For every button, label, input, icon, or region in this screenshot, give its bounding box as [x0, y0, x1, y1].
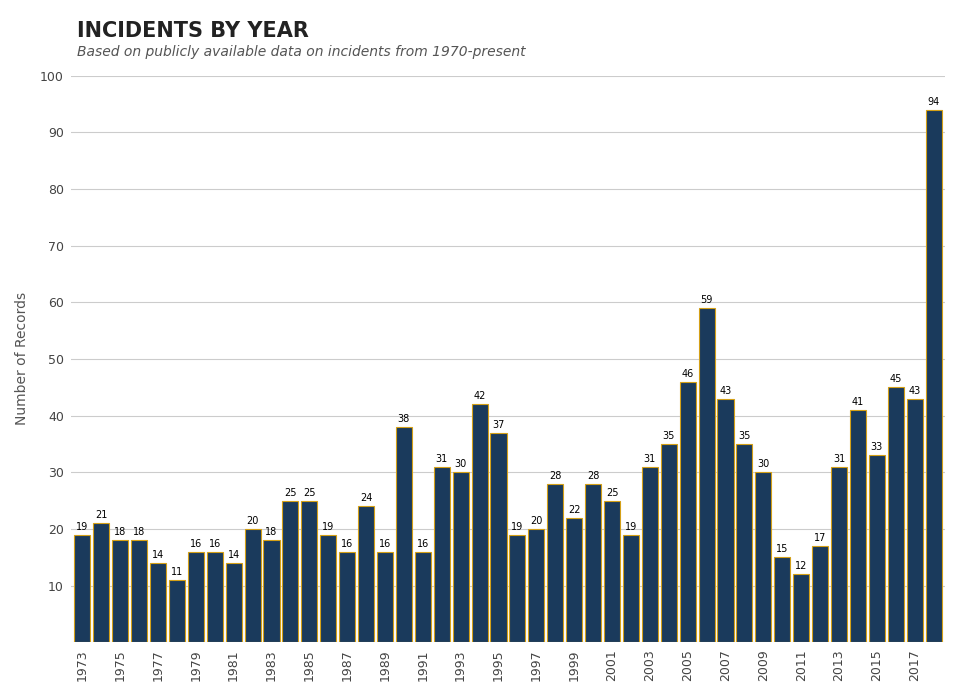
Text: 37: 37	[492, 420, 505, 429]
Text: 19: 19	[625, 522, 637, 532]
Text: INCIDENTS BY YEAR: INCIDENTS BY YEAR	[77, 21, 309, 41]
Bar	[812, 546, 828, 642]
Bar	[925, 110, 942, 642]
Text: 30: 30	[757, 459, 770, 469]
Text: 19: 19	[76, 522, 88, 532]
Bar	[321, 535, 336, 642]
Bar	[226, 563, 242, 642]
Bar	[206, 551, 223, 642]
Text: 18: 18	[132, 528, 145, 537]
Text: 41: 41	[852, 397, 864, 407]
Bar	[471, 404, 488, 642]
Bar	[510, 535, 525, 642]
Bar	[358, 506, 374, 642]
Text: 16: 16	[208, 539, 221, 548]
Text: 30: 30	[454, 459, 467, 469]
Text: 45: 45	[890, 374, 902, 384]
Bar	[452, 472, 468, 642]
Text: 35: 35	[738, 431, 751, 441]
Text: 15: 15	[776, 544, 788, 555]
Bar	[301, 500, 318, 642]
Bar	[566, 518, 582, 642]
Bar	[717, 399, 733, 642]
Text: 38: 38	[397, 414, 410, 424]
Bar	[547, 484, 564, 642]
Bar	[528, 529, 544, 642]
Text: 43: 43	[908, 386, 921, 396]
Text: 25: 25	[606, 488, 618, 498]
Bar	[699, 308, 714, 642]
Text: 31: 31	[833, 454, 845, 464]
Text: 16: 16	[379, 539, 391, 548]
Y-axis label: Number of Records: Number of Records	[15, 292, 29, 425]
Text: 22: 22	[568, 505, 581, 515]
Text: 31: 31	[436, 454, 448, 464]
Bar	[339, 551, 355, 642]
Text: 43: 43	[719, 386, 732, 396]
Text: Based on publicly available data on incidents from 1970-present: Based on publicly available data on inci…	[77, 45, 525, 59]
Bar	[869, 455, 885, 642]
Bar	[74, 535, 90, 642]
Text: 16: 16	[341, 539, 353, 548]
Bar	[642, 466, 658, 642]
Bar	[680, 381, 696, 642]
Text: 19: 19	[512, 522, 523, 532]
Bar	[396, 427, 412, 642]
Bar	[282, 500, 299, 642]
Bar	[93, 523, 109, 642]
Bar	[188, 551, 204, 642]
Bar	[585, 484, 601, 642]
Bar	[434, 466, 450, 642]
Text: 94: 94	[927, 97, 940, 107]
Text: 25: 25	[284, 488, 297, 498]
Text: 17: 17	[814, 533, 827, 543]
Bar	[888, 387, 904, 642]
Bar	[491, 433, 507, 642]
Text: 14: 14	[152, 550, 164, 560]
Bar	[263, 540, 279, 642]
Bar	[150, 563, 166, 642]
Text: 28: 28	[549, 470, 562, 481]
Bar	[775, 557, 790, 642]
Bar	[415, 551, 431, 642]
Text: 21: 21	[95, 510, 108, 521]
Text: 12: 12	[795, 562, 807, 571]
Bar	[377, 551, 393, 642]
Text: 42: 42	[473, 391, 486, 402]
Text: 20: 20	[247, 516, 259, 526]
Text: 24: 24	[360, 493, 372, 503]
Bar	[793, 574, 809, 642]
Bar	[660, 444, 677, 642]
Bar	[756, 472, 772, 642]
Bar	[604, 500, 620, 642]
Text: 16: 16	[417, 539, 429, 548]
Text: 14: 14	[228, 550, 240, 560]
Bar	[112, 540, 129, 642]
Text: 28: 28	[587, 470, 599, 481]
Bar	[169, 580, 185, 642]
Text: 16: 16	[190, 539, 202, 548]
Text: 59: 59	[701, 295, 713, 305]
Text: 18: 18	[114, 528, 127, 537]
Text: 19: 19	[323, 522, 334, 532]
Text: 11: 11	[171, 567, 183, 577]
Bar	[906, 399, 923, 642]
Text: 33: 33	[871, 443, 883, 452]
Text: 46: 46	[682, 369, 694, 379]
Bar	[623, 535, 639, 642]
Text: 18: 18	[265, 528, 277, 537]
Text: 35: 35	[662, 431, 675, 441]
Text: 20: 20	[530, 516, 542, 526]
Text: 31: 31	[644, 454, 656, 464]
Bar	[850, 410, 866, 642]
Bar	[131, 540, 147, 642]
Bar	[736, 444, 753, 642]
Bar	[831, 466, 847, 642]
Text: 25: 25	[303, 488, 316, 498]
Bar	[245, 529, 260, 642]
